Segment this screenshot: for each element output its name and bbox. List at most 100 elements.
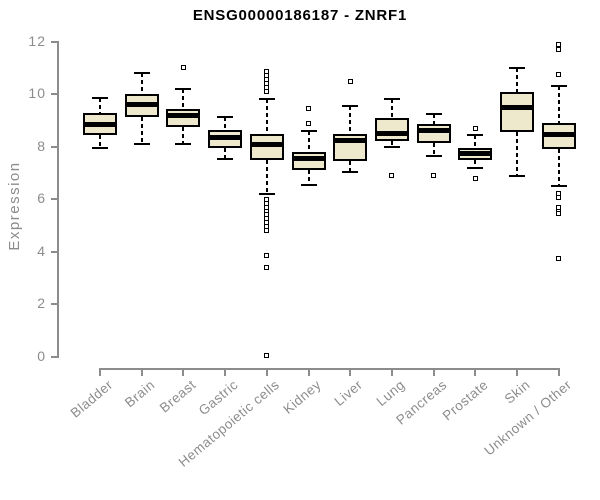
box-hematopoietic-cells xyxy=(249,133,284,160)
lower-whisker-cap-kidney xyxy=(300,183,317,186)
x-tick-label-lung: Lung xyxy=(373,377,408,410)
lower-whisker-cap-brain xyxy=(133,143,150,146)
upper-whisker-cap-bladder xyxy=(92,97,108,100)
lower-whisker-prostate xyxy=(474,159,477,168)
upper-whisker-cap-hematopoietic-cells xyxy=(258,98,275,101)
lower-whisker-skin xyxy=(516,132,518,176)
upper-whisker-unknown-other xyxy=(557,86,560,124)
y-axis-tick xyxy=(51,93,58,96)
lower-whisker-hematopoietic-cells xyxy=(265,159,268,194)
upper-whisker-liver xyxy=(349,106,352,134)
upper-whisker-kidney xyxy=(307,130,310,152)
upper-whisker-cap-pancreas xyxy=(425,112,442,115)
x-axis-tick xyxy=(516,369,518,376)
x-axis-tick xyxy=(474,369,477,376)
outlier-point-breast xyxy=(180,65,186,71)
x-axis-tick xyxy=(432,369,435,376)
median-line-breast xyxy=(166,112,201,118)
lower-whisker-cap-gastric xyxy=(217,157,234,160)
outlier-point-prostate xyxy=(472,125,478,131)
y-tick-label: 6 xyxy=(37,190,46,207)
x-axis-tick xyxy=(99,369,101,376)
lower-whisker-pancreas xyxy=(432,142,435,156)
outlier-point-hematopoietic-cells xyxy=(264,89,270,95)
x-axis-tick xyxy=(224,369,227,376)
y-tick-label: 2 xyxy=(37,295,46,312)
upper-whisker-brain xyxy=(140,73,143,95)
lower-whisker-breast xyxy=(182,127,185,145)
y-axis-tick xyxy=(51,250,58,253)
y-axis-tick xyxy=(51,40,58,43)
box-lung xyxy=(374,117,409,142)
outlier-point-unknown-other xyxy=(556,211,562,217)
box-breast xyxy=(166,108,201,127)
y-tick-label: 8 xyxy=(37,137,46,154)
lower-whisker-cap-bladder xyxy=(92,147,108,149)
x-tick-label-skin: Skin xyxy=(501,377,533,407)
lower-whisker-gastric xyxy=(224,148,227,159)
y-axis-tick xyxy=(51,355,58,358)
median-line-prostate xyxy=(458,150,493,156)
lower-whisker-cap-liver xyxy=(342,170,359,173)
outlier-point-unknown-other xyxy=(556,255,562,261)
y-axis-tick xyxy=(51,145,58,148)
lower-whisker-cap-breast xyxy=(175,143,192,146)
upper-whisker-skin xyxy=(516,67,518,92)
upper-whisker-hematopoietic-cells xyxy=(265,99,268,134)
x-axis-tick xyxy=(182,369,185,376)
x-axis-line xyxy=(99,368,560,370)
outlier-point-unknown-other xyxy=(556,72,562,77)
median-line-lung xyxy=(374,131,409,137)
median-line-kidney xyxy=(291,156,326,161)
x-axis-tick xyxy=(390,369,393,376)
y-axis-tick xyxy=(51,198,58,201)
outlier-point-hematopoietic-cells xyxy=(264,264,270,270)
median-line-unknown-other xyxy=(541,132,576,138)
upper-whisker-cap-breast xyxy=(175,87,192,90)
upper-whisker-cap-gastric xyxy=(217,115,234,118)
lower-whisker-cap-prostate xyxy=(467,166,484,169)
upper-whisker-prostate xyxy=(474,134,477,148)
median-line-pancreas xyxy=(416,128,451,134)
upper-whisker-pancreas xyxy=(432,113,435,125)
outlier-point-pancreas xyxy=(431,173,437,179)
y-tick-label: 4 xyxy=(37,242,46,259)
upper-whisker-lung xyxy=(390,99,393,118)
y-axis-tick xyxy=(51,303,58,306)
x-tick-label-bladder: Bladder xyxy=(67,377,116,421)
upper-whisker-cap-liver xyxy=(342,105,359,107)
x-tick-label-prostate: Prostate xyxy=(439,377,491,424)
box-kidney xyxy=(291,151,326,171)
lower-whisker-unknown-other xyxy=(557,149,560,187)
lower-whisker-lung xyxy=(390,141,393,147)
upper-whisker-bladder xyxy=(99,98,101,113)
lower-whisker-cap-unknown-other xyxy=(550,185,567,188)
upper-whisker-cap-lung xyxy=(383,98,400,101)
lower-whisker-kidney xyxy=(307,170,310,185)
y-tick-label: 12 xyxy=(28,32,46,49)
outlier-point-hematopoietic-cells xyxy=(264,352,270,358)
outlier-point-hematopoietic-cells xyxy=(264,253,270,259)
lower-whisker-bladder xyxy=(99,134,101,148)
outlier-point-unknown-other xyxy=(556,47,562,53)
outlier-point-prostate xyxy=(472,175,478,181)
upper-whisker-cap-kidney xyxy=(300,129,317,132)
outlier-point-unknown-other xyxy=(556,195,562,201)
median-line-gastric xyxy=(208,135,243,140)
median-line-brain xyxy=(124,102,159,108)
y-axis-line xyxy=(57,40,59,358)
box-skin xyxy=(500,91,534,133)
lower-whisker-cap-lung xyxy=(383,145,400,148)
x-tick-label-brain: Brain xyxy=(121,377,158,411)
x-tick-label-kidney: Kidney xyxy=(280,377,325,417)
upper-whisker-cap-brain xyxy=(133,72,150,75)
lower-whisker-liver xyxy=(349,161,352,172)
outlier-point-lung xyxy=(389,173,395,179)
y-tick-label: 0 xyxy=(37,347,46,364)
y-tick-label: 10 xyxy=(28,85,46,102)
outlier-point-hematopoietic-cells xyxy=(264,228,270,234)
x-axis-tick xyxy=(140,369,143,376)
median-line-skin xyxy=(500,104,534,110)
outlier-point-unknown-other xyxy=(556,41,562,47)
